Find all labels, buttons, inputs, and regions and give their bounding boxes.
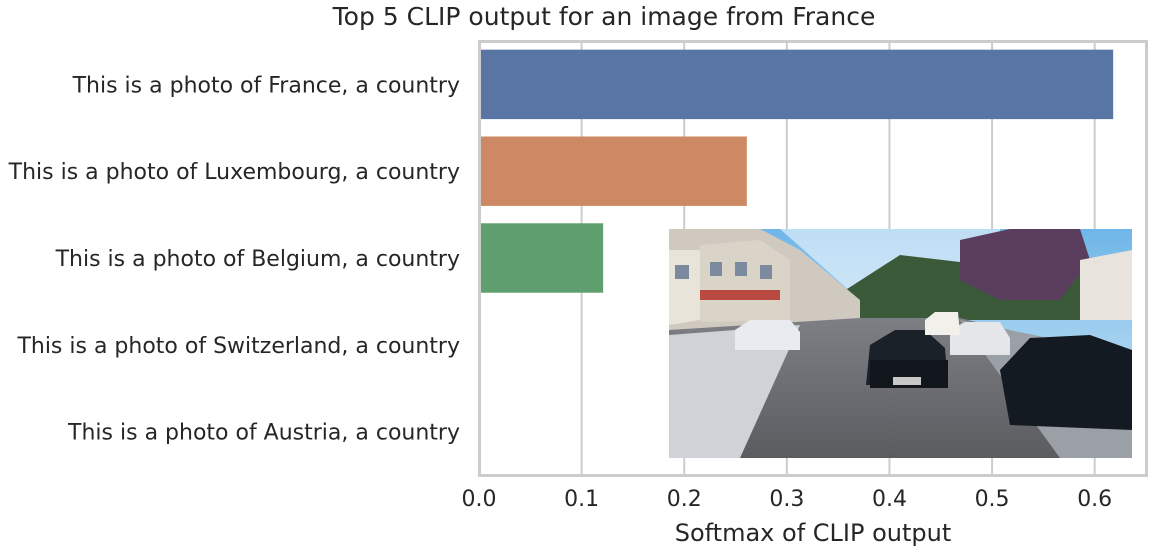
x-tick-label: 0.5 [975,487,1010,512]
bar [480,49,1114,120]
category-label: This is a photo of Luxembourg, a country [8,160,460,185]
bar [480,223,604,293]
x-tick-label: 0.4 [872,487,907,512]
x-axis-label: Softmax of CLIP output [675,519,952,547]
category-label: This is a photo of France, a country [72,73,460,98]
category-label: This is a photo of Austria, a country [67,421,460,446]
x-tick-label: 0.3 [769,487,804,512]
bars [480,49,1114,293]
chart-title: Top 5 CLIP output for an image from Fran… [332,2,876,31]
x-tick-label: 0.6 [1077,487,1112,512]
x-tick-label: 0.0 [462,487,497,512]
x-tick-label: 0.2 [667,487,702,512]
category-label: This is a photo of Belgium, a country [55,247,460,272]
bar [480,136,747,206]
inset-street-photo [669,229,1132,458]
x-tick-label: 0.1 [564,487,599,512]
x-tick-labels: 0.0 0.1 0.2 0.3 0.4 0.5 0.6 [462,487,1113,512]
category-label: This is a photo of Switzerland, a countr… [16,334,460,359]
category-labels: This is a photo of France, a country This… [8,73,460,445]
plot-frame [478,40,1148,477]
